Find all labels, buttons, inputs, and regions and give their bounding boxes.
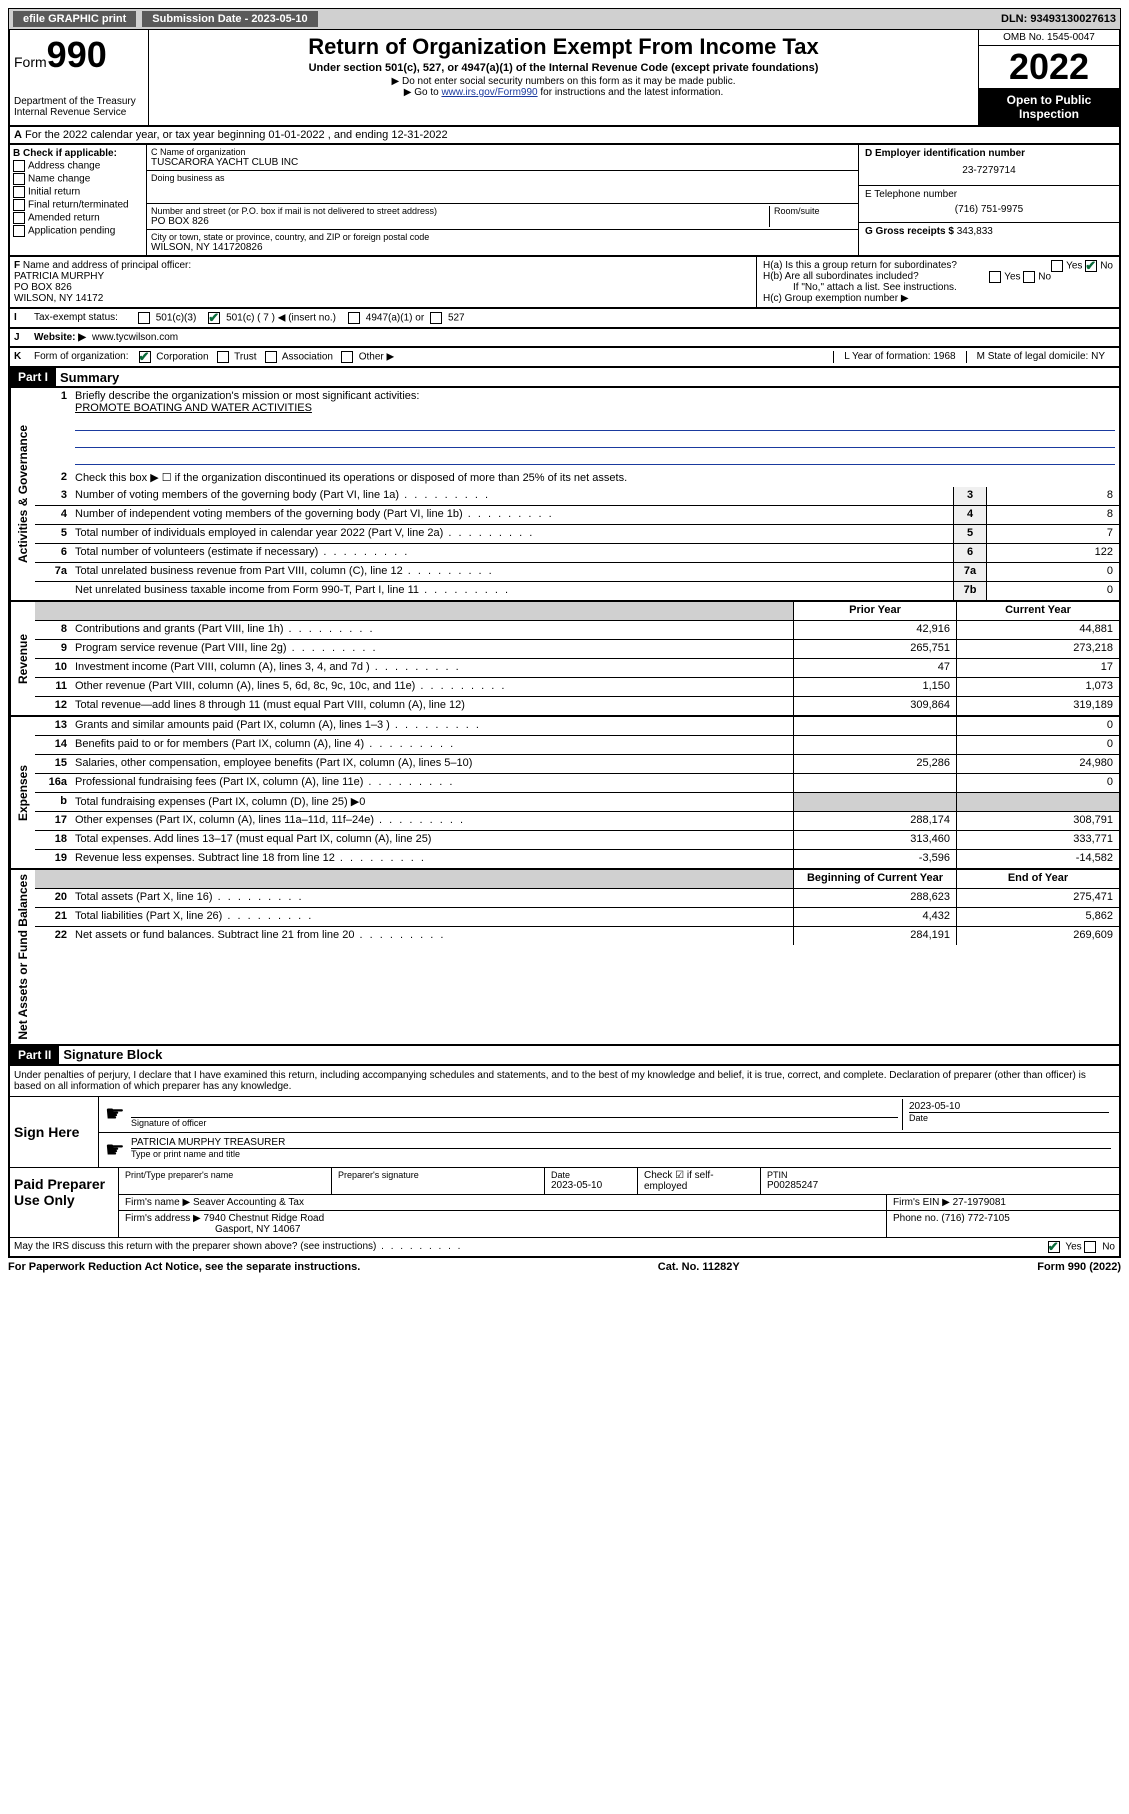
org-name: TUSCARORA YACHT CLUB INC xyxy=(151,157,854,168)
row-klm: K Form of organization: Corporation Trus… xyxy=(8,348,1121,368)
net-tab: Net Assets or Fund Balances xyxy=(10,870,35,1044)
expenses-section: Expenses 13Grants and similar amounts pa… xyxy=(8,717,1121,870)
omb-number: OMB No. 1545-0047 xyxy=(979,30,1119,46)
section-bcd: B Check if applicable: Address change Na… xyxy=(8,145,1121,257)
city-box: City or town, state or province, country… xyxy=(147,230,858,255)
ha-row: H(a) Is this a group return for subordin… xyxy=(763,260,1113,271)
check-4947[interactable]: 4947(a)(1) or xyxy=(348,312,424,324)
check-501c3[interactable]: 501(c)(3) xyxy=(138,312,196,324)
footer-center: Cat. No. 11282Y xyxy=(658,1261,740,1273)
officer-name-sig: PATRICIA MURPHY TREASURER xyxy=(131,1137,1111,1149)
org-name-box: C Name of organization TUSCARORA YACHT C… xyxy=(147,145,858,171)
check-address[interactable]: Address change xyxy=(13,160,143,172)
check-trust[interactable]: Trust xyxy=(217,351,257,363)
header-left: Form990 Department of the Treasury Inter… xyxy=(10,30,149,125)
signature-block: Under penalties of perjury, I declare th… xyxy=(8,1066,1121,1258)
form-sub1: Under section 501(c), 527, or 4947(a)(1)… xyxy=(153,62,974,74)
state-domicile: M State of legal domicile: NY xyxy=(966,351,1115,363)
header-center: Return of Organization Exempt From Incom… xyxy=(149,30,978,125)
mission-text: PROMOTE BOATING AND WATER ACTIVITIES xyxy=(75,402,312,414)
ein-value: 23-7279714 xyxy=(865,159,1113,182)
irs-label: Internal Revenue Service xyxy=(14,107,144,118)
hc-row: H(c) Group exemption number ▶ xyxy=(763,293,1113,304)
rev-tab: Revenue xyxy=(10,602,35,715)
row-j: J Website: ▶ www.tycwilson.com xyxy=(8,329,1121,348)
efile-button[interactable]: efile GRAPHIC print xyxy=(13,11,136,27)
org-city: WILSON, NY 141720826 xyxy=(151,242,854,253)
gross-value: 343,833 xyxy=(957,226,993,237)
dept-label: Department of the Treasury xyxy=(14,96,144,107)
check-amended[interactable]: Amended return xyxy=(13,212,143,224)
officer-name: PATRICIA MURPHY xyxy=(14,271,104,282)
form-header: Form990 Department of the Treasury Inter… xyxy=(8,30,1121,127)
check-other[interactable]: Other ▶ xyxy=(341,351,394,363)
form-sub2: ▶ Do not enter social security numbers o… xyxy=(153,76,974,87)
phone-box: E Telephone number (716) 751-9975 xyxy=(859,186,1119,223)
public-inspection: Open to Public Inspection xyxy=(979,89,1119,125)
check-assoc[interactable]: Association xyxy=(265,351,333,363)
top-bar: efile GRAPHIC print Submission Date - 20… xyxy=(8,8,1121,30)
col-c: C Name of organization TUSCARORA YACHT C… xyxy=(147,145,858,255)
hb-row: H(b) Are all subordinates included? Yes … xyxy=(763,271,1113,282)
sig-intro: Under penalties of perjury, I declare th… xyxy=(10,1066,1119,1096)
row-i: I Tax-exempt status: 501(c)(3) 501(c) ( … xyxy=(8,309,1121,329)
check-pending[interactable]: Application pending xyxy=(13,225,143,237)
ein-box: D Employer identification number 23-7279… xyxy=(859,145,1119,186)
form-title: Return of Organization Exempt From Incom… xyxy=(153,34,974,60)
header-right: OMB No. 1545-0047 2022 Open to Public In… xyxy=(978,30,1119,125)
form-sub3: ▶ Go to www.irs.gov/Form990 for instruct… xyxy=(153,87,974,98)
col-h: H(a) Is this a group return for subordin… xyxy=(756,257,1119,307)
col-d: D Employer identification number 23-7279… xyxy=(858,145,1119,255)
gross-box: G Gross receipts $ 343,833 xyxy=(859,223,1119,240)
page-footer: For Paperwork Reduction Act Notice, see … xyxy=(8,1258,1121,1276)
addr-box: Number and street (or P.O. box if mail i… xyxy=(147,204,858,230)
governance-section: Activities & Governance 1 Briefly descri… xyxy=(8,388,1121,602)
website-link[interactable]: www.tycwilson.com xyxy=(92,332,178,343)
org-address: PO BOX 826 xyxy=(151,216,769,227)
submission-button[interactable]: Submission Date - 2023-05-10 xyxy=(142,11,317,27)
revenue-section: Revenue Prior YearCurrent Year 8Contribu… xyxy=(8,602,1121,717)
sign-here-row: Sign Here ☛ Signature of officer 2023-05… xyxy=(10,1096,1119,1167)
footer-right: Form 990 (2022) xyxy=(1037,1261,1121,1273)
dln-text: DLN: 93493130027613 xyxy=(1001,13,1116,25)
gov-tab: Activities & Governance xyxy=(10,388,35,600)
phone-value: (716) 751-9975 xyxy=(865,200,1113,219)
part2-header: Part II Signature Block xyxy=(8,1046,1121,1066)
col-b: B Check if applicable: Address change Na… xyxy=(10,145,147,255)
irs-link[interactable]: www.irs.gov/Form990 xyxy=(441,87,537,98)
exp-tab: Expenses xyxy=(10,717,35,868)
preparer-row: Paid Preparer Use Only Print/Type prepar… xyxy=(10,1167,1119,1237)
check-initial[interactable]: Initial return xyxy=(13,186,143,198)
part1-header: Part I Summary xyxy=(8,368,1121,388)
check-corp[interactable]: Corporation xyxy=(139,351,209,363)
dba-box: Doing business as xyxy=(147,171,858,204)
tax-year: 2022 xyxy=(979,46,1119,89)
col-b-header: B Check if applicable: xyxy=(13,148,143,159)
row-a: A For the 2022 calendar year, or tax yea… xyxy=(8,127,1121,145)
may-discuss-row: May the IRS discuss this return with the… xyxy=(10,1237,1119,1256)
col-f: F Name and address of principal officer:… xyxy=(10,257,756,307)
check-527[interactable]: 527 xyxy=(430,312,464,324)
netassets-section: Net Assets or Fund Balances Beginning of… xyxy=(8,870,1121,1046)
section-fh: F Name and address of principal officer:… xyxy=(8,257,1121,309)
check-final[interactable]: Final return/terminated xyxy=(13,199,143,211)
footer-left: For Paperwork Reduction Act Notice, see … xyxy=(8,1261,360,1273)
year-formation: L Year of formation: 1968 xyxy=(833,351,965,363)
check-name[interactable]: Name change xyxy=(13,173,143,185)
check-501c[interactable]: 501(c) ( 7 ) ◀ (insert no.) xyxy=(208,312,336,324)
form-number: Form990 xyxy=(14,34,144,76)
